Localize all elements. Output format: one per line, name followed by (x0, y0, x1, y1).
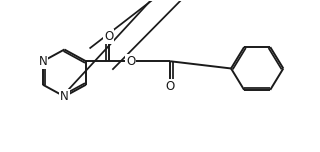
Text: N: N (60, 90, 69, 103)
Text: O: O (126, 55, 135, 68)
Text: O: O (165, 80, 175, 93)
Text: O: O (104, 30, 114, 43)
Text: N: N (38, 55, 47, 68)
